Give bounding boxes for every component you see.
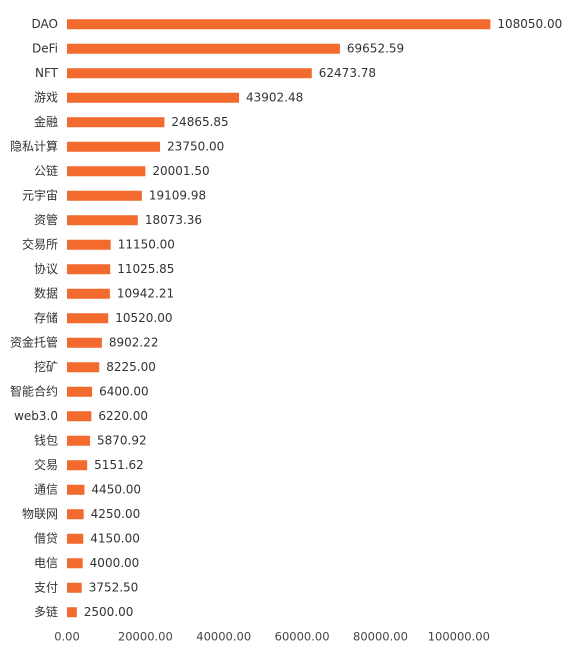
bar: [67, 19, 491, 30]
bar: [67, 435, 91, 446]
value-label: 43902.48: [246, 90, 303, 104]
bar: [67, 141, 161, 152]
value-label: 11150.00: [118, 237, 175, 251]
value-label: 3752.50: [89, 580, 139, 594]
bar: [67, 607, 77, 618]
y-tick-label: 智能合约: [10, 383, 58, 398]
y-tick-label: DAO: [32, 17, 58, 31]
value-label: 8902.22: [109, 335, 159, 349]
bar: [67, 239, 111, 250]
value-label: 62473.78: [319, 66, 376, 80]
bar: [67, 337, 102, 348]
y-tick-label: 金融: [34, 114, 58, 129]
value-label: 23750.00: [167, 139, 224, 153]
value-label: 10520.00: [115, 311, 172, 325]
x-tick-label: 80000.00: [353, 630, 408, 644]
y-tick-label: 隐私计算: [10, 138, 58, 153]
x-tick-label: 60000.00: [275, 630, 330, 644]
value-label: 18073.36: [145, 213, 202, 227]
bar: [67, 288, 110, 299]
y-tick-label: 支付: [34, 580, 58, 594]
bar: [67, 460, 88, 471]
x-tick-label: 20000.00: [118, 630, 173, 644]
value-label: 6220.00: [98, 409, 148, 423]
value-label: 20001.50: [152, 164, 209, 178]
bar: [67, 313, 109, 324]
value-label: 8225.00: [106, 360, 156, 374]
y-tick-label: 电信: [34, 556, 58, 570]
value-label: 4250.00: [91, 507, 141, 521]
y-tick-label: 数据: [34, 285, 58, 300]
value-label: 108050.00: [497, 17, 562, 31]
y-tick-label: 交易: [34, 457, 58, 472]
value-label: 24865.85: [171, 115, 228, 129]
y-tick-label: web3.0: [14, 409, 58, 423]
y-tick-label: 钱包: [34, 432, 58, 447]
x-tick-label: 40000.00: [196, 630, 251, 644]
y-tick-label: 公链: [34, 163, 58, 178]
y-tick-label: 存储: [34, 310, 58, 325]
bar: [67, 411, 92, 422]
y-tick-label: 多链: [34, 604, 58, 619]
bar: [67, 43, 340, 54]
value-label: 69652.59: [347, 41, 404, 55]
y-tick-label: 元宇宙: [22, 187, 58, 202]
y-tick-label: 资金托管: [10, 334, 58, 349]
x-tick-label: 0.00: [54, 630, 80, 644]
bar: [67, 362, 100, 373]
value-label: 2500.00: [84, 605, 134, 619]
bar: [67, 190, 142, 201]
bar: [67, 68, 312, 79]
value-label: 5870.92: [97, 433, 147, 447]
value-label: 11025.85: [117, 262, 174, 276]
value-label: 5151.62: [94, 458, 144, 472]
y-tick-label: 通信: [34, 482, 58, 496]
y-tick-label: 资管: [34, 212, 58, 227]
y-tick-label: 交易所: [22, 236, 58, 251]
bar: [67, 558, 83, 569]
value-label: 4450.00: [91, 482, 141, 496]
y-tick-label: 借贷: [34, 531, 58, 545]
bar: [67, 264, 111, 275]
bar: [67, 166, 146, 177]
y-tick-label: 协议: [34, 261, 58, 276]
value-label: 4150.00: [90, 531, 140, 545]
value-label: 4000.00: [90, 556, 140, 570]
value-label: 19109.98: [149, 188, 206, 202]
bar: [67, 509, 84, 520]
y-tick-label: NFT: [35, 66, 59, 80]
y-tick-label: 游戏: [34, 90, 58, 104]
y-tick-label: 挖矿: [34, 359, 58, 374]
bar: [67, 386, 93, 397]
bar: [67, 92, 240, 103]
y-tick-label: 物联网: [22, 507, 58, 521]
bar: [67, 533, 84, 544]
y-tick-label: DeFi: [32, 41, 58, 55]
bar: [67, 484, 85, 495]
value-label: 6400.00: [99, 384, 149, 398]
bar: [67, 215, 138, 226]
x-tick-label: 100000.00: [428, 630, 490, 644]
bar: [67, 117, 165, 128]
value-label: 10942.21: [117, 286, 174, 300]
bar: [67, 582, 82, 593]
